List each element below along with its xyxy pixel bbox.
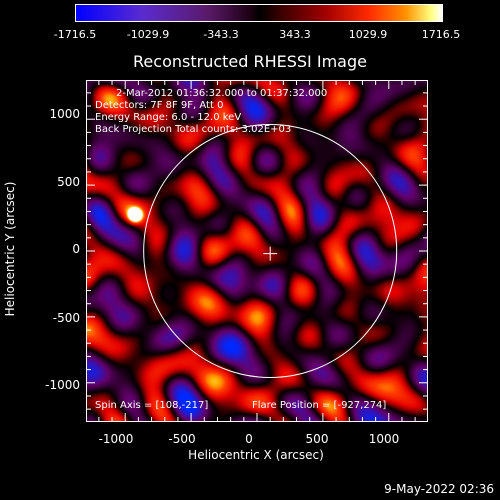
sun-center-cross <box>263 246 278 261</box>
chart-title: Reconstructed RHESSI Image <box>133 52 367 71</box>
colorbar-tick: -343.3 <box>203 28 239 41</box>
x-tick-label: -1000 <box>98 432 134 446</box>
info-spin-axis: Spin Axis = [108,-217] <box>95 400 209 411</box>
colorbar-tick: -1029.9 <box>126 28 170 41</box>
y-tick-label: 500 <box>57 175 80 189</box>
x-tick-label: 500 <box>305 432 329 446</box>
info-energy: Energy Range: 6.0 - 12.0 keV <box>95 112 242 123</box>
x-tick-label: -500 <box>168 432 196 446</box>
y-tick-label: 0 <box>72 242 80 256</box>
info-detectors: Detectors: 7F 8F 9F, Att 0 <box>95 100 224 111</box>
colorbar-tick: 343.3 <box>279 28 311 41</box>
y-tick-label: 1000 <box>49 107 80 121</box>
info-flare-position: Flare Position = [-927,274] <box>252 400 387 411</box>
colorbar-tick: 1716.5 <box>421 28 461 41</box>
info-time-range: 2-Mar-2012 01:36:32.000 to 01:37:32.000 <box>116 88 328 99</box>
x-tick-label: 0 <box>245 432 253 446</box>
info-method: Back Projection Total counts: 3.02E+03 <box>95 124 292 135</box>
plot-overlay <box>87 81 427 421</box>
y-tick-label: -500 <box>52 311 80 325</box>
solar-limb-circle <box>143 123 398 379</box>
colorbar-tick: 1029.9 <box>348 28 388 41</box>
x-tick-label: 1000 <box>368 432 400 446</box>
colorbar-tick: -1716.5 <box>53 28 97 41</box>
colorbar <box>75 4 443 22</box>
y-axis-label: Heliocentric Y (arcsec) <box>3 181 17 317</box>
axis-ticks <box>87 81 427 421</box>
render-timestamp: 9-May-2022 02:36 <box>384 482 494 496</box>
y-tick-label: -1000 <box>45 378 80 392</box>
x-axis-label: Heliocentric X (arcsec) <box>188 448 324 462</box>
